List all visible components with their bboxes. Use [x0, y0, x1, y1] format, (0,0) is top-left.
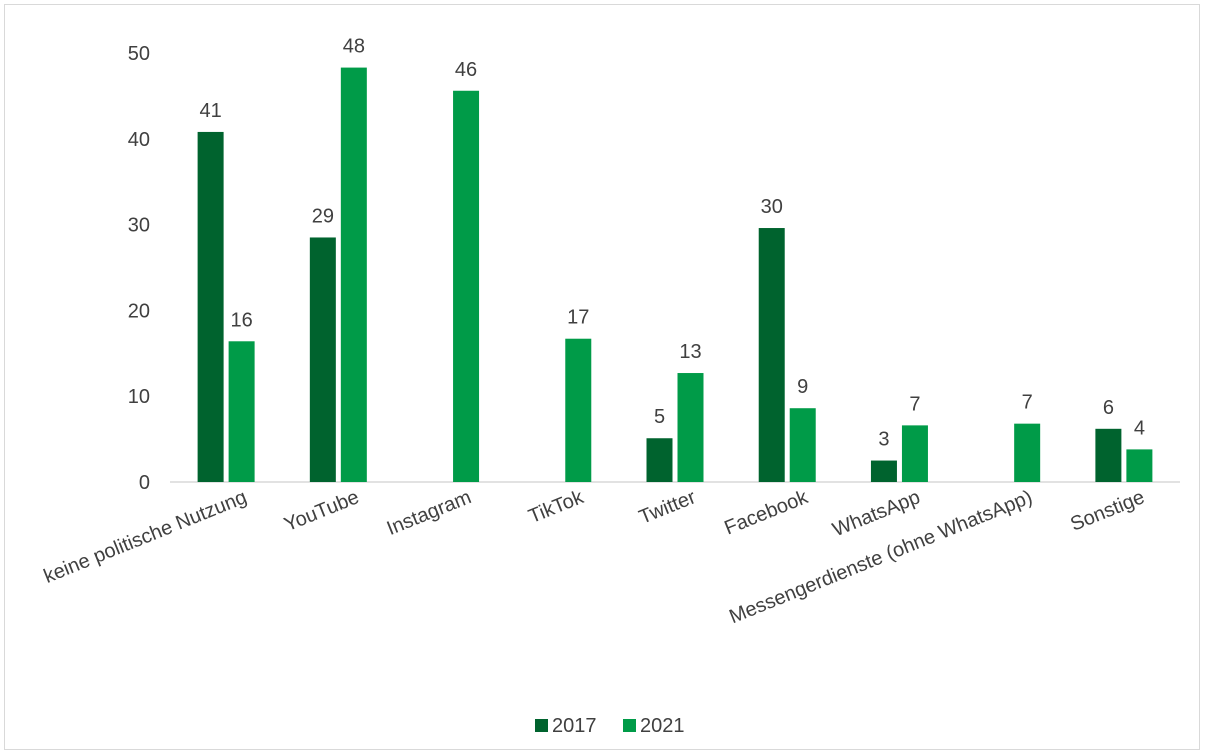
data-label: 6 — [1103, 397, 1114, 419]
chart-frame — [4, 4, 1200, 750]
data-label: 5 — [654, 406, 665, 428]
legend-swatch-2021 — [623, 719, 636, 732]
category-label: YouTube — [281, 486, 362, 536]
bar-2021 — [901, 425, 928, 482]
bar-2017 — [758, 228, 785, 482]
data-label: 7 — [909, 393, 920, 415]
category-labels: keine politische Nutzung YouTube Instagram… — [41, 486, 1148, 628]
bar-2021 — [789, 408, 816, 482]
data-label: 4 — [1134, 417, 1145, 439]
y-tick-label: 50 — [128, 43, 150, 65]
legend-label: 2017 — [552, 715, 597, 737]
bar-2021 — [228, 341, 255, 482]
bar-2017 — [197, 131, 224, 482]
legend-label: 2021 — [640, 715, 685, 737]
bar-2017 — [870, 460, 897, 482]
data-label: 29 — [312, 205, 334, 227]
y-tick-label: 10 — [128, 386, 150, 408]
bar-2021 — [1126, 449, 1153, 482]
y-tick-label: 0 — [139, 472, 150, 494]
data-label: 9 — [797, 376, 808, 398]
bar-2017 — [1095, 428, 1122, 482]
category-label: Instagram — [384, 486, 475, 540]
data-label: 30 — [761, 196, 783, 218]
bars — [197, 67, 1153, 482]
category-label: Sonstige — [1067, 486, 1147, 536]
data-label: 3 — [878, 429, 889, 451]
legend-swatch-2017 — [535, 719, 548, 732]
data-label: 41 — [199, 100, 221, 122]
data-label: 46 — [455, 59, 477, 81]
data-label: 16 — [230, 309, 252, 331]
data-label: 13 — [679, 341, 701, 363]
y-tick-label: 20 — [128, 300, 150, 322]
category-label: Facebook — [721, 486, 812, 540]
bar-2017 — [309, 237, 336, 482]
category-label: TikTok — [526, 486, 588, 528]
data-label: 48 — [343, 36, 365, 58]
y-axis-ticks: 0 10 20 30 40 50 — [128, 43, 150, 494]
bar-2021 — [453, 90, 480, 482]
category-label: keine politische Nutzung — [41, 486, 250, 588]
category-label: Twitter — [636, 486, 699, 529]
bar-2021 — [340, 67, 367, 482]
data-label: 7 — [1022, 392, 1033, 414]
bar-2017 — [646, 438, 673, 482]
bar-2021 — [1014, 423, 1041, 482]
legend: 2017 2021 — [535, 715, 685, 737]
data-label: 17 — [567, 307, 589, 329]
bar-2021 — [565, 338, 592, 482]
y-tick-label: 30 — [128, 215, 150, 237]
y-tick-label: 40 — [128, 129, 150, 151]
bar-2021 — [677, 373, 704, 482]
